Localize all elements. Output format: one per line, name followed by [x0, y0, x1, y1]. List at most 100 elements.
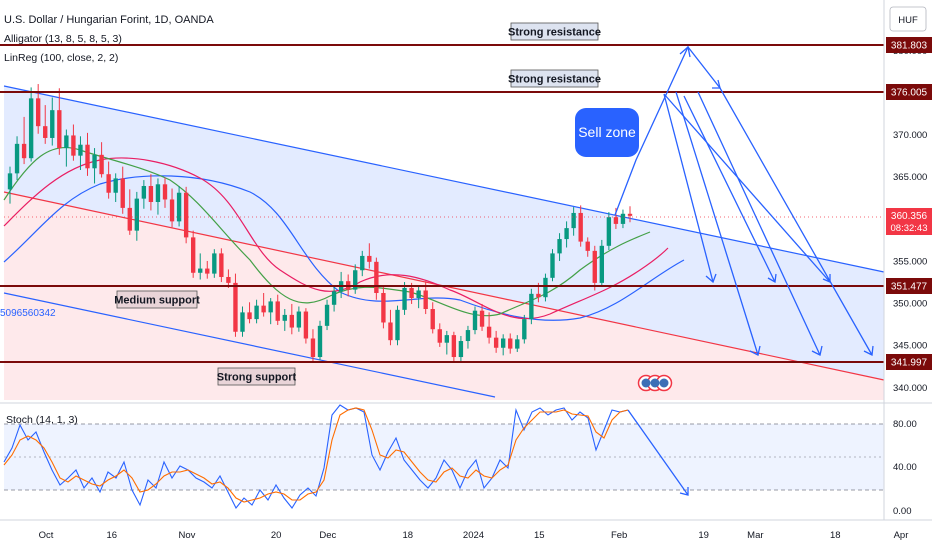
candle-body — [388, 322, 393, 341]
candle-body — [43, 126, 48, 138]
candle-body — [409, 287, 414, 299]
candle-body — [353, 270, 358, 290]
candle-body — [169, 199, 175, 222]
time-tick-label: 18 — [830, 530, 841, 541]
candle-body — [374, 261, 379, 293]
projection-path-2 — [663, 93, 714, 283]
candle-body — [275, 301, 280, 321]
candle-body — [578, 212, 583, 242]
candle-body — [64, 135, 69, 149]
annotation-strong-resistance-upper[interactable]: Strong resistance — [508, 22, 601, 41]
time-tick-label: Apr — [894, 530, 909, 541]
candle-body — [430, 309, 435, 330]
annotation-medium-support[interactable]: Medium support — [114, 290, 200, 309]
candle-body — [106, 174, 111, 193]
candle-body — [162, 184, 168, 200]
projection-arrowhead-top — [679, 45, 691, 58]
price-tick-label: 370.000 — [893, 130, 927, 141]
annotation-sell-zone[interactable]: Sell zone — [575, 108, 639, 157]
last-price-value: 360.356 — [891, 211, 928, 222]
candlestick-series — [7, 84, 633, 363]
candle-body — [529, 293, 534, 320]
annotation-strong-resistance-upper-text: Strong resistance — [508, 27, 601, 39]
price-tick-label: 350.000 — [893, 299, 927, 310]
flag-icon — [641, 378, 651, 388]
projection-arrowhead-4 — [822, 274, 831, 283]
candle-body — [190, 237, 196, 273]
candle-body — [120, 178, 125, 208]
stoch-axis-label-40: 40.00 — [893, 462, 917, 473]
chart-title: U.S. Dollar / Hungarian Forint, 1D, OAND… — [4, 14, 214, 26]
candle-body — [402, 287, 407, 310]
candle-body — [28, 98, 34, 159]
candle-body — [613, 217, 619, 224]
candle-body — [592, 250, 597, 283]
candle-body — [508, 338, 513, 349]
candle-body — [113, 178, 118, 193]
candle-body — [50, 110, 55, 138]
candle-body — [240, 312, 245, 332]
candle-body — [127, 207, 132, 231]
candle-body — [219, 253, 224, 277]
candle-body — [557, 239, 562, 254]
projection-arrowhead-5 — [749, 345, 761, 356]
level-price-value: 351.477 — [891, 282, 928, 293]
price-tick-label: 365.000 — [893, 172, 927, 183]
candle-body — [486, 326, 492, 338]
candle-body — [324, 304, 330, 326]
candle-body — [78, 144, 83, 156]
candle-body — [493, 337, 499, 348]
flag-icon — [650, 378, 660, 388]
candle-body — [303, 311, 309, 339]
candle-body — [176, 192, 182, 222]
candle-body — [465, 330, 471, 342]
level-price-tag[interactable] — [886, 278, 932, 294]
event-flags[interactable] — [637, 374, 673, 392]
candle-body — [458, 341, 464, 358]
candle-body — [7, 173, 13, 190]
time-tick-label: Dec — [319, 530, 336, 541]
projection-arrowhead-2 — [705, 273, 717, 284]
time-axis-labels: Oct 16 Nov 20 Dec 18 2024 15 Feb 19 Mar 18 Apr — [39, 530, 909, 541]
projection-arrowhead-6 — [811, 345, 823, 356]
candle-body — [606, 217, 612, 246]
projection-arrowhead-3 — [767, 273, 777, 284]
flag-icon — [659, 378, 669, 388]
annotation-strong-support[interactable]: Strong support — [217, 367, 297, 386]
candle-body — [261, 305, 266, 313]
candle-body — [212, 253, 217, 274]
candle-body — [500, 338, 506, 348]
level-price-tag[interactable] — [886, 354, 932, 370]
annotation-medium-support-text: Medium support — [114, 295, 200, 307]
bar-countdown: 08:32:43 — [891, 223, 928, 234]
candle-body — [99, 154, 104, 175]
candle-body — [21, 143, 27, 159]
currency-box[interactable] — [889, 6, 927, 32]
level-price-tag[interactable] — [886, 37, 932, 53]
candle-body — [205, 268, 210, 274]
level-price-tag[interactable] — [886, 84, 932, 100]
candle-body — [331, 291, 337, 305]
indicator-alligator-label[interactable]: Alligator (13, 8, 5, 8, 5, 3) — [4, 33, 122, 45]
annotation-strong-resistance-lower[interactable]: Strong resistance — [508, 69, 601, 88]
candle-body — [599, 245, 605, 283]
candle-body — [522, 319, 527, 340]
candle-body — [437, 329, 442, 343]
indicator-stoch-label[interactable]: Stoch (14, 1, 3) — [6, 414, 78, 426]
candle-body — [155, 184, 161, 202]
indicator-linreg-label[interactable]: LinReg (100, close, 2, 2) — [4, 52, 118, 64]
projection-path-5 — [675, 91, 759, 356]
candle-body — [550, 253, 555, 278]
level-price-value: 376.005 — [891, 88, 928, 99]
stoch-projection-arrowhead — [679, 487, 689, 496]
candle-body — [85, 144, 90, 169]
side-value-label: 5096560342 — [0, 308, 56, 319]
candle-body — [536, 293, 541, 298]
candle-body — [423, 290, 428, 310]
level-price-tags: 381.803 376.005 351.477 341.997 — [886, 37, 932, 370]
candle-body — [183, 192, 189, 238]
level-price-value: 341.997 — [891, 358, 928, 369]
last-price-tag[interactable] — [886, 208, 932, 235]
candle-body — [35, 98, 41, 127]
